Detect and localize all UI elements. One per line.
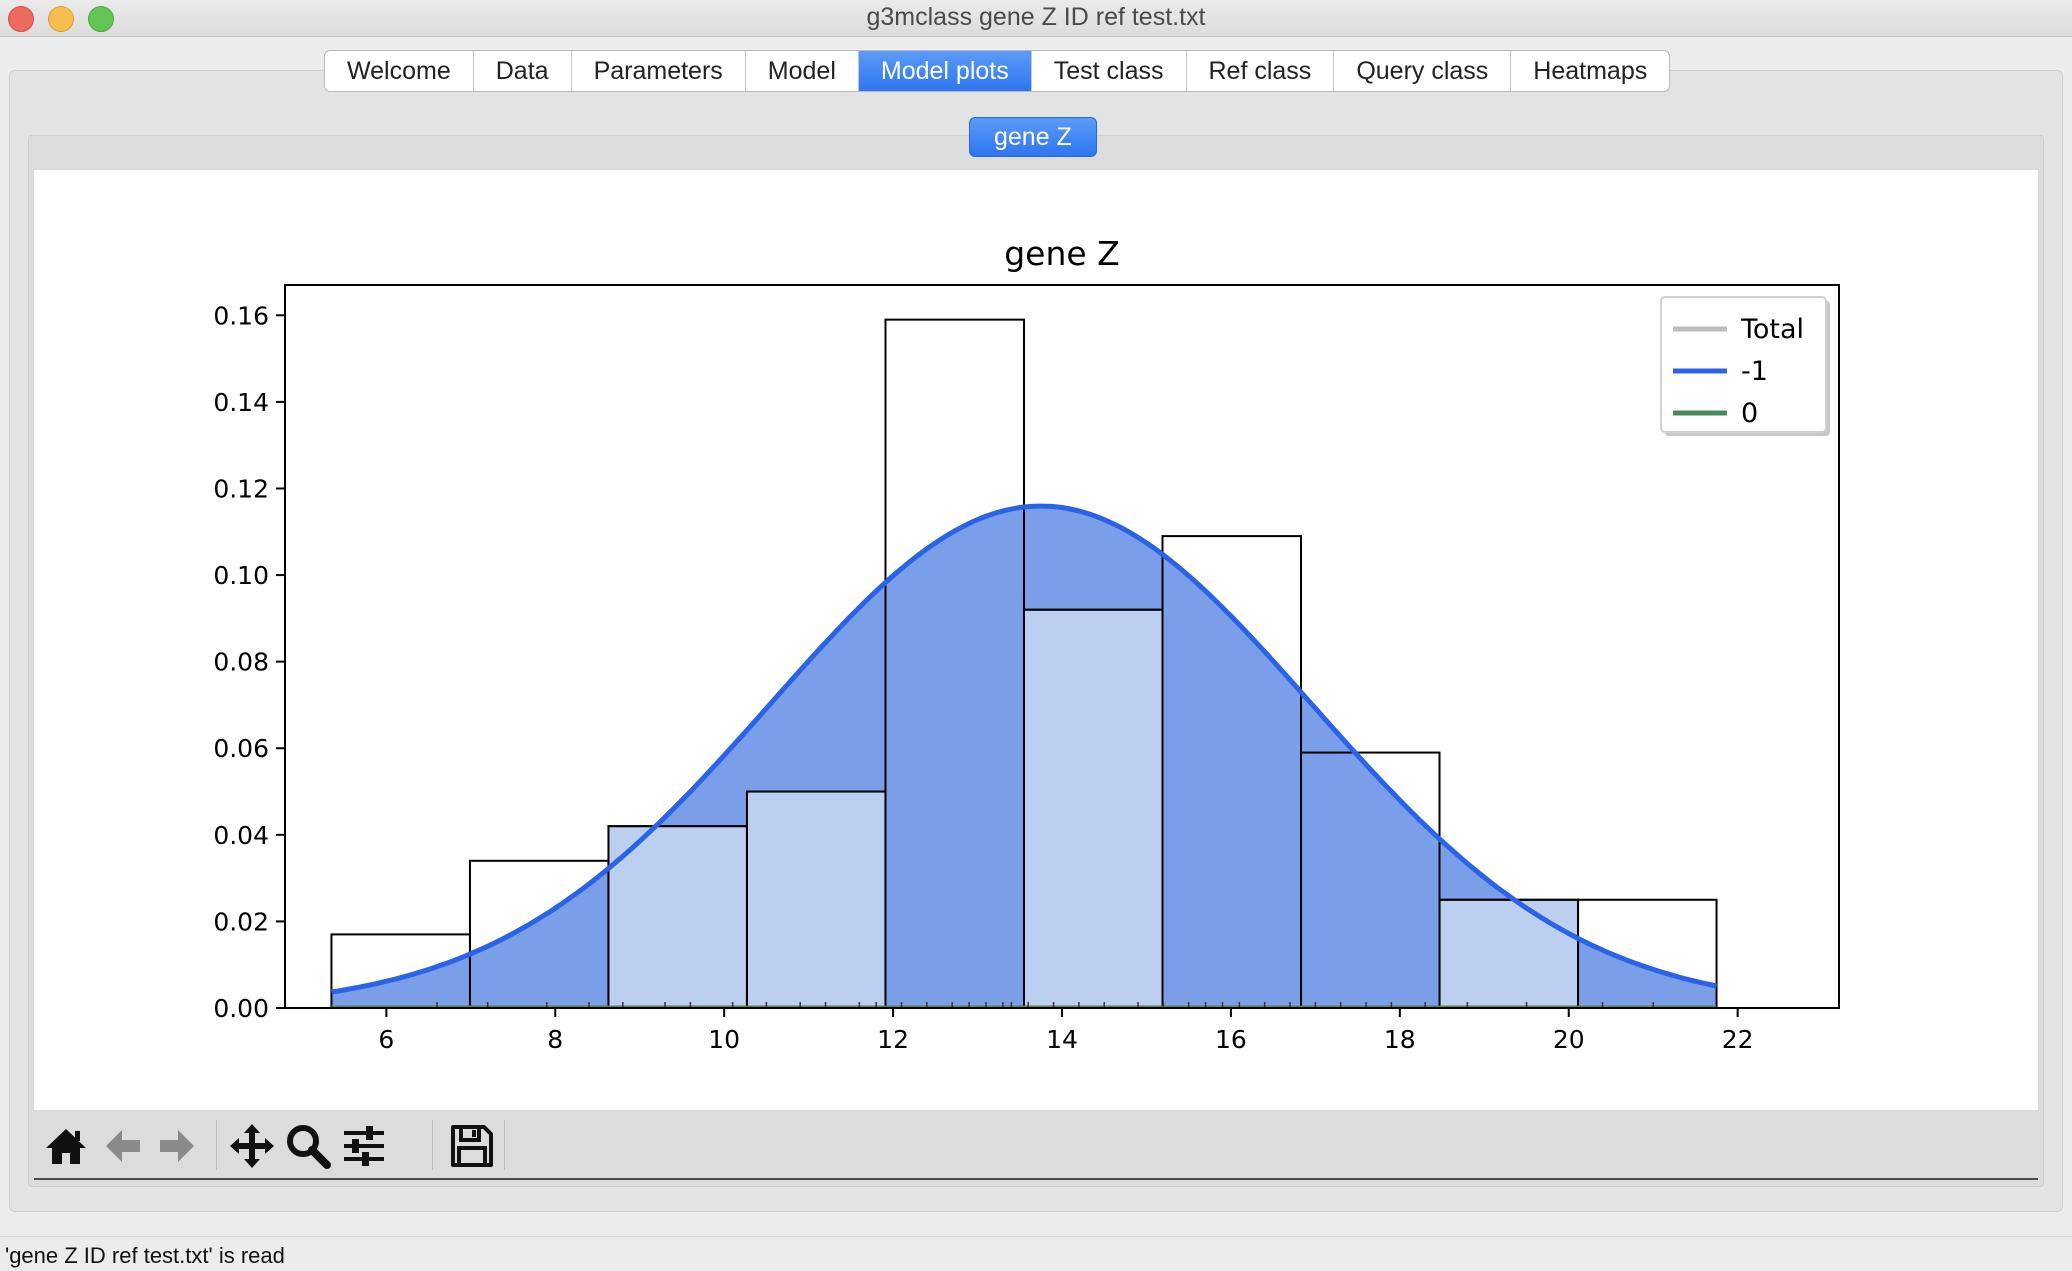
toolbar-separator <box>504 1120 505 1170</box>
zoom-icon[interactable] <box>284 1122 332 1170</box>
tab-model[interactable]: Model <box>746 51 859 91</box>
toolbar-separator <box>432 1120 433 1170</box>
tab-model-plots[interactable]: Model plots <box>858 51 1032 91</box>
x-tick-label: 22 <box>1722 1025 1754 1054</box>
y-tick-label: 0.14 <box>213 388 269 417</box>
legend-label: Total <box>1740 314 1804 345</box>
x-tick-label: 6 <box>378 1025 394 1054</box>
x-tick-label: 8 <box>547 1025 563 1054</box>
toolbar-separator <box>216 1120 217 1170</box>
y-tick-label: 0.04 <box>213 821 269 850</box>
x-tick-label: 10 <box>708 1025 740 1054</box>
plot-toolbar <box>34 1112 2038 1180</box>
minimize-window-button[interactable] <box>48 6 74 32</box>
plot-canvas[interactable]: 6 8 10 12 14 16 18 20 22 0.00 0.02 0.04 0.06 0.08 0.10… <box>34 170 2038 1110</box>
y-tick-label: 0.10 <box>213 561 269 590</box>
forward-icon[interactable] <box>154 1122 202 1170</box>
y-tick-label: 0.16 <box>213 301 269 330</box>
class-hist-bar <box>1439 899 1579 1008</box>
tab-query-class[interactable]: Query class <box>1334 51 1512 91</box>
status-bar: 'gene Z ID ref test.txt' is read <box>0 1236 2072 1271</box>
status-text: 'gene Z ID ref test.txt' is read <box>5 1243 285 1268</box>
back-icon[interactable] <box>98 1122 146 1170</box>
legend-label: -1 <box>1741 356 1768 387</box>
home-icon[interactable] <box>42 1122 90 1170</box>
x-tick-label: 20 <box>1553 1025 1585 1054</box>
class-hist-bar <box>608 826 747 1008</box>
tab-test-class[interactable]: Test class <box>1032 51 1187 91</box>
x-tick-label: 14 <box>1046 1025 1078 1054</box>
window-title: g3mclass gene Z ID ref test.txt <box>866 3 1206 31</box>
title-bar: g3mclass gene Z ID ref test.txt <box>0 0 2072 37</box>
x-tick-label: 12 <box>877 1025 909 1054</box>
y-tick-label: 0.08 <box>213 648 269 677</box>
class-hist-bar <box>1023 609 1163 1008</box>
chart-title: gene Z <box>1004 234 1120 273</box>
density-curve-line <box>331 503 1717 995</box>
close-window-button[interactable] <box>8 6 34 32</box>
y-tick-label: 0.02 <box>213 907 269 936</box>
x-tick-label: 16 <box>1215 1025 1247 1054</box>
maximize-window-button[interactable] <box>88 6 114 32</box>
tab-gene-z[interactable]: gene Z <box>969 117 1097 157</box>
tab-data[interactable]: Data <box>474 51 572 91</box>
main-tab-bar: Welcome Data Parameters Model Model plots Tes… <box>324 50 1671 92</box>
y-tick-label: 0.12 <box>213 474 269 503</box>
y-tick-label: 0.00 <box>213 994 269 1023</box>
pan-icon[interactable] <box>228 1122 276 1170</box>
y-tick-label: 0.06 <box>213 734 269 763</box>
tab-welcome[interactable]: Welcome <box>325 51 474 91</box>
legend-label: 0 <box>1741 398 1758 429</box>
x-tick-label: 18 <box>1384 1025 1416 1054</box>
tab-heatmaps[interactable]: Heatmaps <box>1533 57 1648 85</box>
histogram-chart: 6 8 10 12 14 16 18 20 22 0.00 0.02 0.04 0.06 0.08 0.10… <box>213 234 1840 1054</box>
configure-icon[interactable] <box>340 1122 388 1170</box>
tab-parameters[interactable]: Parameters <box>572 51 746 91</box>
tab-ref-class[interactable]: Ref class <box>1187 51 1335 91</box>
save-icon[interactable] <box>448 1122 496 1170</box>
class-hist-bar <box>746 791 886 1008</box>
